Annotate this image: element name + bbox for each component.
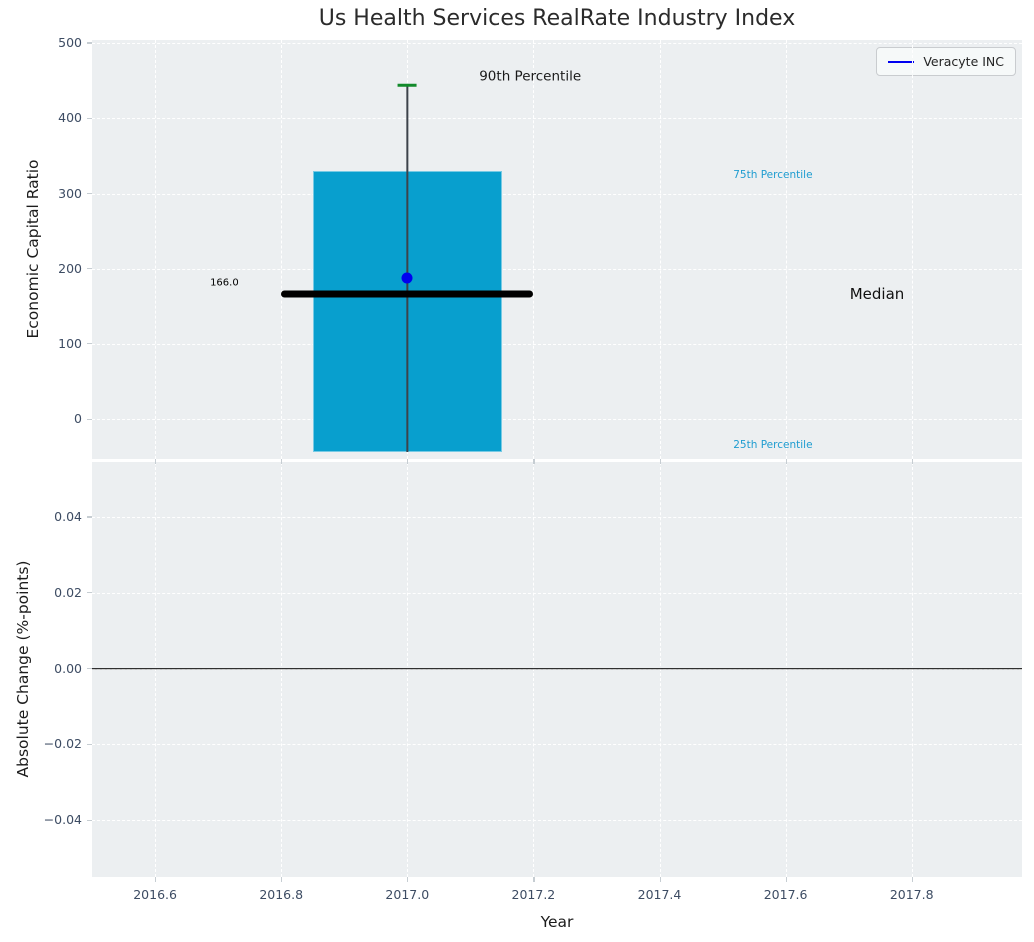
- gridline-y-500: [92, 43, 1022, 44]
- gridline-y--0.02: [92, 744, 1022, 746]
- xtickmark-2017: [407, 459, 409, 464]
- whisker-cap-90th: [397, 83, 417, 87]
- gridline-y-0: [92, 419, 1022, 421]
- xlabel-year: Year: [540, 913, 574, 931]
- xticklabel-2017.6: 2017.6: [763, 887, 808, 902]
- legend-line-icon: [888, 60, 915, 63]
- xticklabel-2016.8: 2016.8: [259, 887, 304, 902]
- xticklabel-2017: 2017.0: [385, 887, 430, 902]
- top-axes: Veracyte INC 90th Percentile 166.0 75th Pe…: [92, 40, 1022, 459]
- yticklabel-0: 0.00: [54, 660, 82, 676]
- ytickmark-0: [87, 668, 92, 670]
- ytickmark-200: [87, 268, 92, 270]
- annotation-166-0: 166.0: [210, 277, 239, 289]
- xtickmark-2017.8: [911, 877, 913, 882]
- xtickmark-2016.8: [281, 459, 283, 464]
- xtickmark-2017.2: [533, 459, 535, 464]
- gridline-y-300: [92, 193, 1022, 195]
- xtickmark-2016.8: [281, 877, 283, 882]
- ytickmark-0.02: [87, 592, 92, 594]
- yticklabel--0.02: −0.02: [43, 736, 82, 752]
- chart-title: Us Health Services RealRate Industry Ind…: [318, 6, 796, 31]
- yticklabel-0.02: 0.02: [54, 584, 82, 600]
- xticklabel-2017.8: 2017.8: [889, 887, 934, 902]
- annotation-25th-percentile: 25th Percentile: [733, 439, 813, 452]
- xtickmark-2017.8: [911, 459, 913, 464]
- ytickmark-0.04: [87, 516, 92, 518]
- gridline-x-2016.8: [281, 40, 283, 459]
- gridline-y-0.02: [92, 592, 1022, 594]
- whisker-line: [406, 85, 408, 453]
- xtickmark-2017.4: [659, 877, 661, 882]
- yticklabel-200: 200: [58, 260, 82, 276]
- yticklabel-400: 400: [58, 109, 82, 125]
- ytickmark-0: [87, 418, 92, 420]
- gridline-y-100: [92, 343, 1022, 345]
- ytickmark--0.04: [87, 819, 92, 821]
- bottom-axes: [92, 462, 1022, 877]
- ytickmark--0.02: [87, 743, 92, 745]
- ylabel-economic-capital-ratio: Economic Capital Ratio: [24, 159, 42, 339]
- xticklabel-2017.2: 2017.2: [511, 887, 556, 902]
- gridline-y-200: [92, 268, 1022, 270]
- company-dot: [401, 272, 413, 284]
- xticklabel-2017.4: 2017.4: [637, 887, 682, 902]
- legend-label: Veracyte INC: [923, 54, 1004, 69]
- yticklabel-100: 100: [58, 335, 82, 351]
- gridline-y-0.04: [92, 517, 1022, 518]
- ytickmark-100: [87, 343, 92, 345]
- yticklabel-300: 300: [58, 185, 82, 201]
- gridline-x-2017.2: [533, 40, 535, 459]
- median-line: [281, 290, 534, 298]
- gridline-x-2016.6: [155, 40, 157, 459]
- gridline-x-2017.4: [659, 40, 661, 459]
- xticklabel-2016.6: 2016.6: [133, 887, 177, 902]
- xtickmark-2016.6: [155, 877, 157, 882]
- xtickmark-2016.6: [155, 459, 157, 464]
- xtickmark-2017.6: [785, 877, 787, 882]
- yticklabel--0.04: −0.04: [43, 811, 82, 827]
- legend: Veracyte INC: [876, 47, 1016, 76]
- xtickmark-2017.6: [785, 459, 787, 464]
- xtickmark-2017: [407, 877, 409, 882]
- zero-line: [92, 667, 1022, 670]
- ytickmark-500: [87, 42, 92, 44]
- xtickmark-2017.2: [533, 877, 535, 882]
- annotation-median: Median: [849, 285, 905, 304]
- ylabel-absolute-change: Absolute Change (%-points): [14, 560, 32, 778]
- gridline-y-400: [92, 118, 1022, 120]
- yticklabel-0: 0: [74, 410, 82, 426]
- yticklabel-500: 500: [58, 34, 82, 50]
- gridline-x-2017.8: [911, 40, 913, 459]
- xtickmark-2017.4: [659, 459, 661, 464]
- gridline-y--0.04: [92, 820, 1022, 822]
- ytickmark-300: [87, 192, 92, 195]
- yticklabel-0.04: 0.04: [54, 508, 82, 524]
- annotation-90th-percentile: 90th Percentile: [479, 68, 582, 85]
- annotation-75th-percentile: 75th Percentile: [733, 169, 813, 182]
- ytickmark-400: [87, 117, 92, 119]
- gridline-x-2017.6: [785, 40, 787, 459]
